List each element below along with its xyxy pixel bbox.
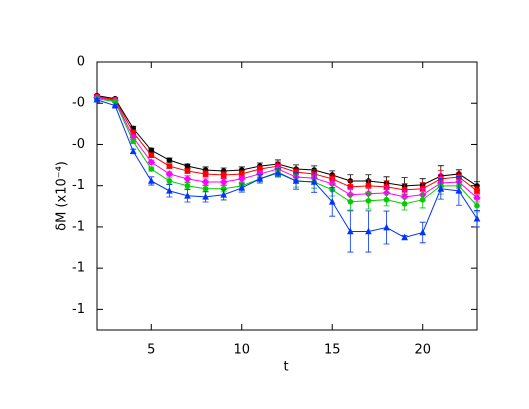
marker (220, 185, 227, 192)
marker (183, 175, 192, 183)
y-tick-label: -0 (72, 96, 85, 111)
y-tick-label: 0 (77, 55, 85, 70)
marker (220, 190, 227, 198)
marker (401, 187, 408, 193)
marker (238, 171, 245, 177)
marker (130, 138, 136, 145)
marker (256, 170, 264, 178)
marker (93, 95, 101, 103)
marker (365, 227, 372, 235)
marker (184, 183, 191, 189)
marker (148, 166, 155, 172)
marker (310, 178, 318, 185)
y-tick-label: -1 (72, 219, 85, 234)
marker (401, 233, 408, 241)
marker (347, 198, 354, 205)
marker (382, 189, 391, 197)
marker (365, 183, 372, 189)
marker (437, 184, 445, 192)
marker (347, 227, 354, 235)
y-tick-label: -1 (72, 302, 85, 317)
x-axis-label: t (283, 360, 288, 375)
marker (184, 191, 191, 199)
marker (166, 157, 173, 163)
series-line (96, 97, 478, 199)
marker (238, 184, 246, 191)
marker (201, 178, 210, 186)
marker (112, 98, 118, 105)
marker (148, 147, 155, 154)
marker (293, 169, 299, 175)
marker (256, 175, 264, 182)
x-tick-label: 5 (147, 343, 155, 358)
marker (474, 202, 480, 209)
marker (237, 175, 246, 183)
marker (220, 172, 227, 178)
plot-frame (96, 61, 478, 331)
marker (130, 129, 136, 136)
marker (401, 201, 408, 207)
marker (365, 197, 372, 204)
marker (202, 171, 209, 177)
marker (129, 147, 137, 155)
marker (419, 228, 427, 236)
marker (184, 168, 191, 174)
marker (202, 193, 209, 200)
y-tick-label: -1 (72, 261, 85, 276)
marker (474, 183, 480, 189)
marker (184, 163, 191, 169)
marker (257, 166, 263, 172)
x-tick-label: 10 (233, 343, 250, 358)
y-tick-label: -1 (72, 178, 85, 193)
x-tick-label: 15 (324, 343, 341, 358)
marker (383, 223, 390, 231)
series-line (96, 96, 478, 192)
marker (147, 158, 156, 166)
marker (202, 185, 209, 192)
marker (111, 101, 119, 109)
marker (292, 177, 300, 184)
marker (455, 187, 463, 194)
marker (166, 178, 173, 184)
y-axis-label: δM (x10⁻⁴) (55, 161, 70, 231)
marker (473, 194, 481, 202)
marker (474, 188, 480, 194)
marker (147, 177, 155, 184)
series-line (96, 99, 478, 238)
marker (383, 196, 390, 203)
marker (274, 169, 282, 176)
y-tick-label: -0 (72, 137, 85, 152)
marker (328, 197, 336, 205)
marker (166, 163, 173, 169)
marker (473, 214, 481, 222)
marker (400, 193, 409, 201)
marker (419, 196, 426, 203)
marker (165, 170, 174, 178)
marker (148, 152, 155, 158)
marker (166, 187, 173, 194)
marker (219, 178, 228, 186)
marker (347, 184, 354, 190)
series-line (96, 95, 478, 187)
x-tick-label: 20 (414, 343, 431, 358)
